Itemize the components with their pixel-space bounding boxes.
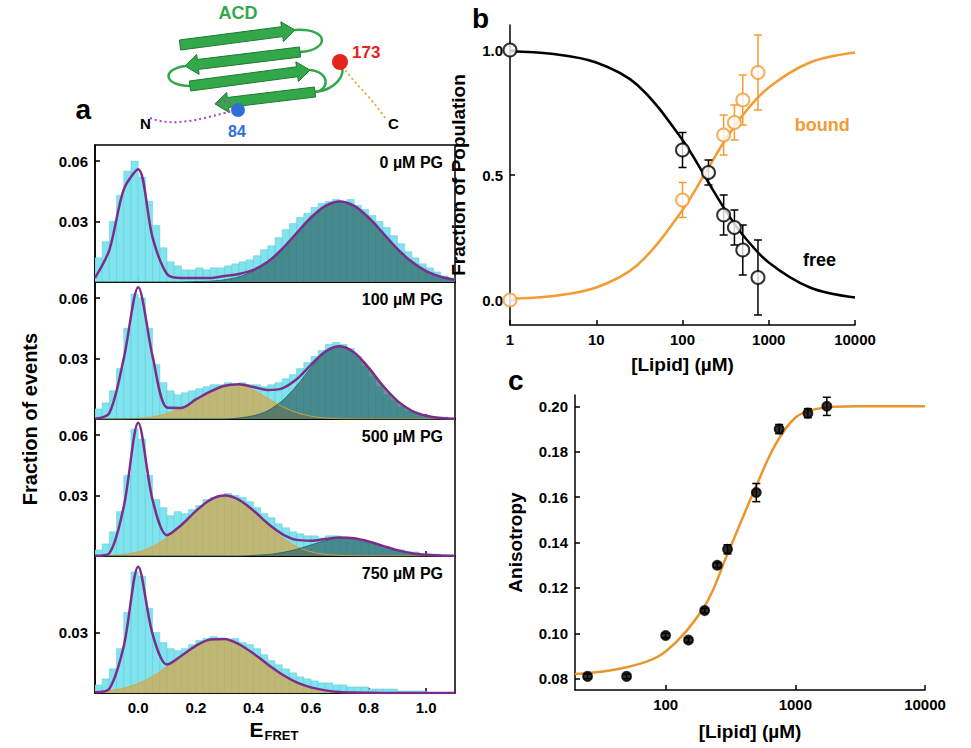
svg-text:C: C	[388, 115, 399, 132]
svg-text:750 µM PG: 750 µM PG	[362, 565, 443, 582]
svg-text:0 µM PG: 0 µM PG	[380, 154, 443, 171]
svg-text:0.06: 0.06	[59, 290, 88, 307]
svg-text:0.20: 0.20	[539, 398, 568, 415]
svg-text:0.06: 0.06	[59, 427, 88, 444]
svg-text:c: c	[508, 365, 524, 396]
svg-text:100 µM PG: 100 µM PG	[362, 291, 443, 308]
svg-text:100: 100	[670, 331, 695, 348]
svg-text:0.12: 0.12	[539, 579, 568, 596]
svg-text:0.03: 0.03	[59, 350, 88, 367]
svg-text:FRET: FRET	[265, 728, 299, 743]
svg-text:1000: 1000	[752, 331, 785, 348]
svg-text:1: 1	[506, 331, 514, 348]
svg-text:0.08: 0.08	[539, 670, 568, 687]
svg-text:Fraction of events: Fraction of events	[19, 333, 41, 505]
svg-text:0.10: 0.10	[539, 625, 568, 642]
svg-text:0.2: 0.2	[185, 699, 206, 716]
svg-text:0.16: 0.16	[539, 489, 568, 506]
svg-text:0.14: 0.14	[539, 534, 569, 551]
svg-text:ACD: ACD	[219, 3, 258, 23]
svg-text:0.0: 0.0	[482, 292, 503, 309]
svg-text:b: b	[472, 3, 489, 34]
svg-text:a: a	[75, 94, 91, 125]
svg-text:10000: 10000	[904, 696, 946, 713]
svg-text:0.8: 0.8	[358, 699, 379, 716]
svg-text:[Lipid] (µM): [Lipid] (µM)	[699, 721, 802, 742]
svg-text:0.03: 0.03	[59, 213, 88, 230]
svg-text:0.18: 0.18	[539, 443, 568, 460]
svg-text:0.06: 0.06	[59, 153, 88, 170]
svg-text:0.03: 0.03	[59, 624, 88, 641]
svg-text:1.0: 1.0	[482, 42, 503, 59]
svg-text:84: 84	[228, 123, 246, 140]
svg-text:E: E	[250, 718, 264, 741]
svg-text:0.4: 0.4	[243, 699, 265, 716]
svg-text:500 µM PG: 500 µM PG	[362, 428, 443, 445]
svg-text:bound: bound	[795, 115, 850, 135]
svg-text:0.03: 0.03	[59, 487, 88, 504]
svg-text:10000: 10000	[834, 331, 876, 348]
svg-text:1.0: 1.0	[416, 699, 437, 716]
svg-text:N: N	[140, 115, 151, 132]
svg-text:100: 100	[653, 696, 678, 713]
svg-text:0.6: 0.6	[301, 699, 322, 716]
svg-text:free: free	[803, 250, 836, 270]
svg-text:10: 10	[588, 331, 605, 348]
svg-text:Anisotropy: Anisotropy	[505, 492, 526, 593]
svg-text:1000: 1000	[779, 696, 812, 713]
svg-text:Fraction of Population: Fraction of Population	[448, 74, 469, 276]
svg-text:173: 173	[352, 43, 380, 62]
svg-text:[Lipid] (µM): [Lipid] (µM)	[631, 354, 734, 375]
svg-text:0.5: 0.5	[482, 167, 503, 184]
svg-text:0.0: 0.0	[128, 699, 149, 716]
